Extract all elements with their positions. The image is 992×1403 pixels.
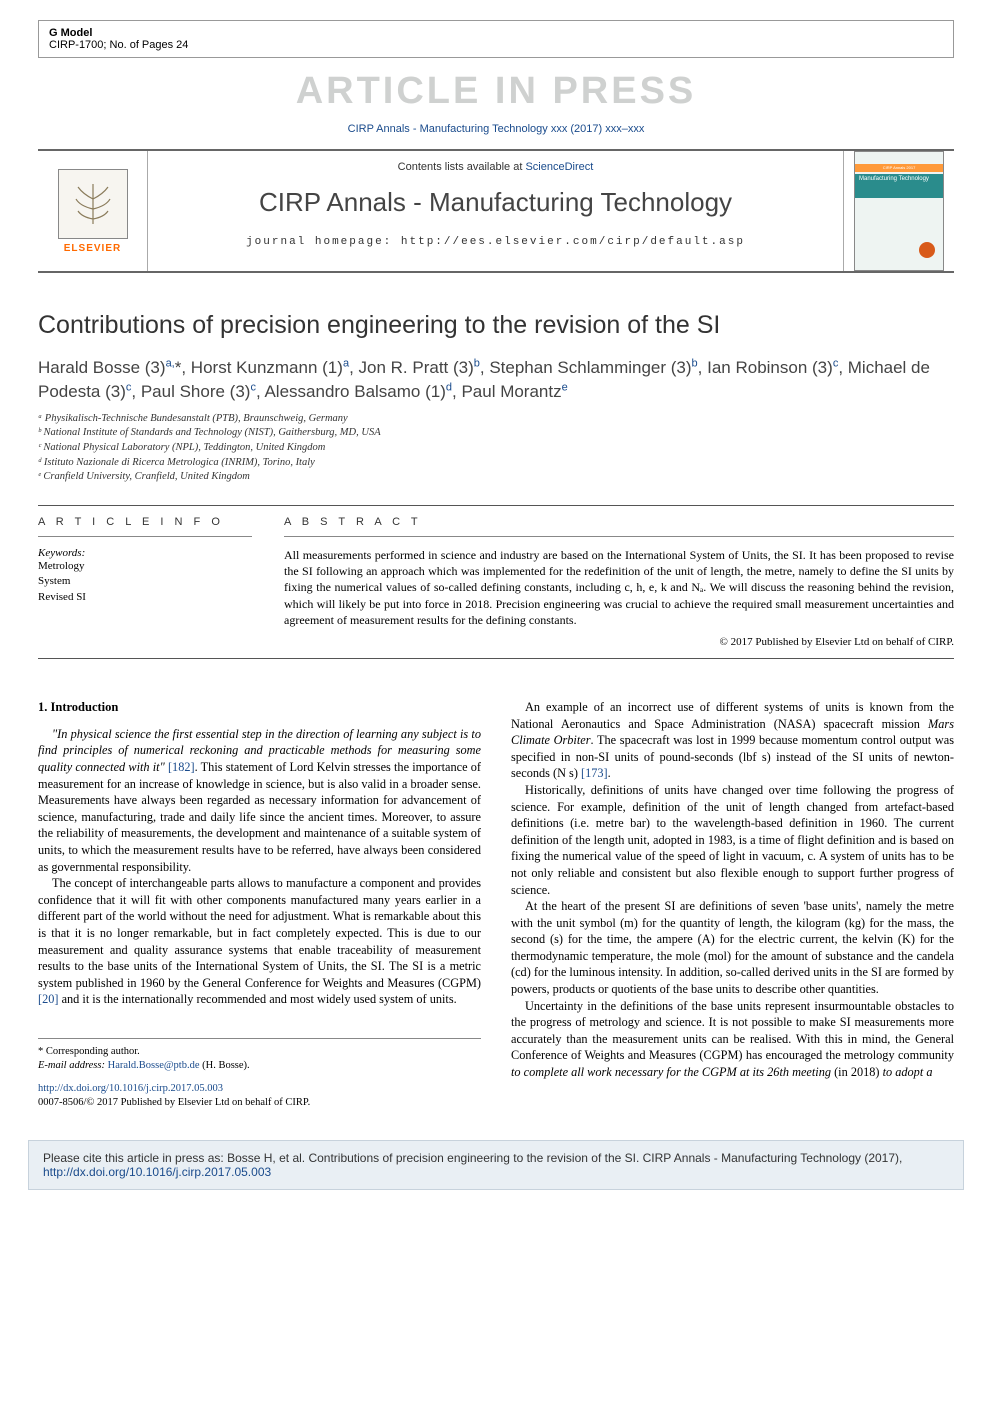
cover-orange-band: CIRP Annals 2017 bbox=[855, 164, 943, 172]
sciencedirect-link[interactable]: ScienceDirect bbox=[525, 161, 593, 173]
affiliation: ᵃ Physikalisch-Technische Bundesanstalt … bbox=[38, 412, 954, 427]
doi-line: http://dx.doi.org/10.1016/j.cirp.2017.05… bbox=[38, 1082, 481, 1096]
text: The concept of interchangeable parts all… bbox=[38, 876, 481, 990]
citation-link[interactable]: [173] bbox=[581, 766, 608, 780]
article-info-col: A R T I C L E I N F O Keywords: Metrolog… bbox=[38, 506, 268, 658]
keyword: Revised SI bbox=[38, 590, 252, 605]
please-cite-text: Please cite this article in press as: Bo… bbox=[43, 1151, 902, 1165]
left-column: 1. Introduction "In physical science the… bbox=[38, 699, 481, 1110]
gmodel-id: CIRP-1700; No. of Pages 24 bbox=[49, 39, 943, 51]
journal-info-cell: Contents lists available at ScienceDirec… bbox=[148, 151, 844, 271]
elsevier-brand: ELSEVIER bbox=[64, 243, 121, 254]
text: Uncertainty in the definitions of the ba… bbox=[511, 999, 954, 1063]
author-list: Harald Bosse (3)a,*, Horst Kunzmann (1)a… bbox=[38, 356, 954, 404]
abstract-col: A B S T R A C T All measurements perform… bbox=[268, 506, 954, 658]
affiliation: ᵇ National Institute of Standards and Te… bbox=[38, 426, 954, 441]
journal-header: ELSEVIER Contents lists available at Sci… bbox=[38, 149, 954, 273]
right-column: An example of an incorrect use of differ… bbox=[511, 699, 954, 1110]
homepage-line: journal homepage: http://ees.elsevier.co… bbox=[158, 236, 833, 248]
elsevier-tree-icon bbox=[58, 169, 128, 239]
italic-text: to complete all work necessary for the C… bbox=[511, 1065, 831, 1079]
cover-logo-icon bbox=[919, 242, 935, 258]
doi-link[interactable]: http://dx.doi.org/10.1016/j.cirp.2017.05… bbox=[38, 1083, 223, 1094]
copyright-footer: 0007-8506/© 2017 Published by Elsevier L… bbox=[38, 1096, 481, 1110]
keyword: System bbox=[38, 574, 252, 589]
citation-line: CIRP Annals - Manufacturing Technology x… bbox=[38, 123, 954, 135]
affiliation: ᶜ National Physical Laboratory (NPL), Te… bbox=[38, 441, 954, 456]
elsevier-logo-cell: ELSEVIER bbox=[38, 151, 148, 271]
email-link[interactable]: Harald.Bosse@ptb.de bbox=[108, 1060, 200, 1071]
corresponding-author: * Corresponding author. bbox=[38, 1045, 481, 1059]
citation-link[interactable]: [182] bbox=[165, 760, 195, 774]
journal-cover-thumb: CIRP Annals 2017 Manufacturing Technolog… bbox=[854, 151, 944, 271]
text: An example of an incorrect use of differ… bbox=[511, 700, 954, 731]
contents-line: Contents lists available at ScienceDirec… bbox=[158, 161, 833, 173]
affiliations: ᵃ Physikalisch-Technische Bundesanstalt … bbox=[38, 412, 954, 485]
email-line: E-mail address: Harald.Bosse@ptb.de (H. … bbox=[38, 1059, 481, 1073]
cover-teal-band: Manufacturing Technology bbox=[855, 174, 943, 198]
article-title: Contributions of precision engineering t… bbox=[38, 311, 954, 340]
banner-text: ARTICLE IN PRESS bbox=[296, 70, 697, 112]
homepage-url: http://ees.elsevier.com/cirp/default.asp bbox=[401, 236, 745, 248]
abstract-head: A B S T R A C T bbox=[284, 516, 954, 537]
homepage-prefix: journal homepage: bbox=[246, 236, 401, 248]
email-label: E-mail address: bbox=[38, 1060, 108, 1071]
cover-cell: CIRP Annals 2017 Manufacturing Technolog… bbox=[844, 151, 954, 271]
gmodel-box: G Model CIRP-1700; No. of Pages 24 bbox=[38, 20, 954, 58]
journal-name: CIRP Annals - Manufacturing Technology bbox=[158, 187, 833, 218]
gmodel-label: G Model bbox=[49, 27, 943, 39]
please-cite-box: Please cite this article in press as: Bo… bbox=[28, 1140, 964, 1190]
paragraph: Historically, definitions of units have … bbox=[511, 782, 954, 898]
please-cite-link[interactable]: http://dx.doi.org/10.1016/j.cirp.2017.05… bbox=[43, 1165, 271, 1179]
paragraph: "In physical science the first essential… bbox=[38, 726, 481, 875]
text: . This statement of Lord Kelvin stresses… bbox=[38, 760, 481, 874]
footnote-block: * Corresponding author. E-mail address: … bbox=[38, 1038, 481, 1110]
italic-text: to adopt a bbox=[883, 1065, 933, 1079]
article-info-head: A R T I C L E I N F O bbox=[38, 516, 252, 537]
paragraph: At the heart of the present SI are defin… bbox=[511, 898, 954, 998]
section-heading: 1. Introduction bbox=[38, 699, 481, 716]
affiliation: ᵉ Cranfield University, Cranfield, Unite… bbox=[38, 470, 954, 485]
text: (in 2018) bbox=[831, 1065, 883, 1079]
body-columns: 1. Introduction "In physical science the… bbox=[38, 699, 954, 1110]
email-name: (H. Bosse). bbox=[200, 1060, 250, 1071]
article-in-press-banner: ARTICLE IN PRESS bbox=[38, 70, 954, 113]
abstract-text: All measurements performed in science an… bbox=[284, 547, 954, 628]
paragraph: The concept of interchangeable parts all… bbox=[38, 875, 481, 1008]
keyword: Metrology bbox=[38, 559, 252, 574]
page: G Model CIRP-1700; No. of Pages 24 ARTIC… bbox=[0, 0, 992, 1210]
text: and it is the internationally recommende… bbox=[59, 992, 457, 1006]
keywords-label: Keywords: bbox=[38, 547, 252, 559]
paragraph: An example of an incorrect use of differ… bbox=[511, 699, 954, 782]
keywords-list: Metrology System Revised SI bbox=[38, 559, 252, 605]
paragraph: Uncertainty in the definitions of the ba… bbox=[511, 998, 954, 1081]
text: . bbox=[608, 766, 611, 780]
info-abstract-row: A R T I C L E I N F O Keywords: Metrolog… bbox=[38, 505, 954, 659]
contents-prefix: Contents lists available at bbox=[398, 161, 526, 173]
citation-link[interactable]: [20] bbox=[38, 992, 59, 1006]
abstract-copyright: © 2017 Published by Elsevier Ltd on beha… bbox=[284, 636, 954, 648]
affiliation: ᵈ Istituto Nazionale di Ricerca Metrolog… bbox=[38, 456, 954, 471]
